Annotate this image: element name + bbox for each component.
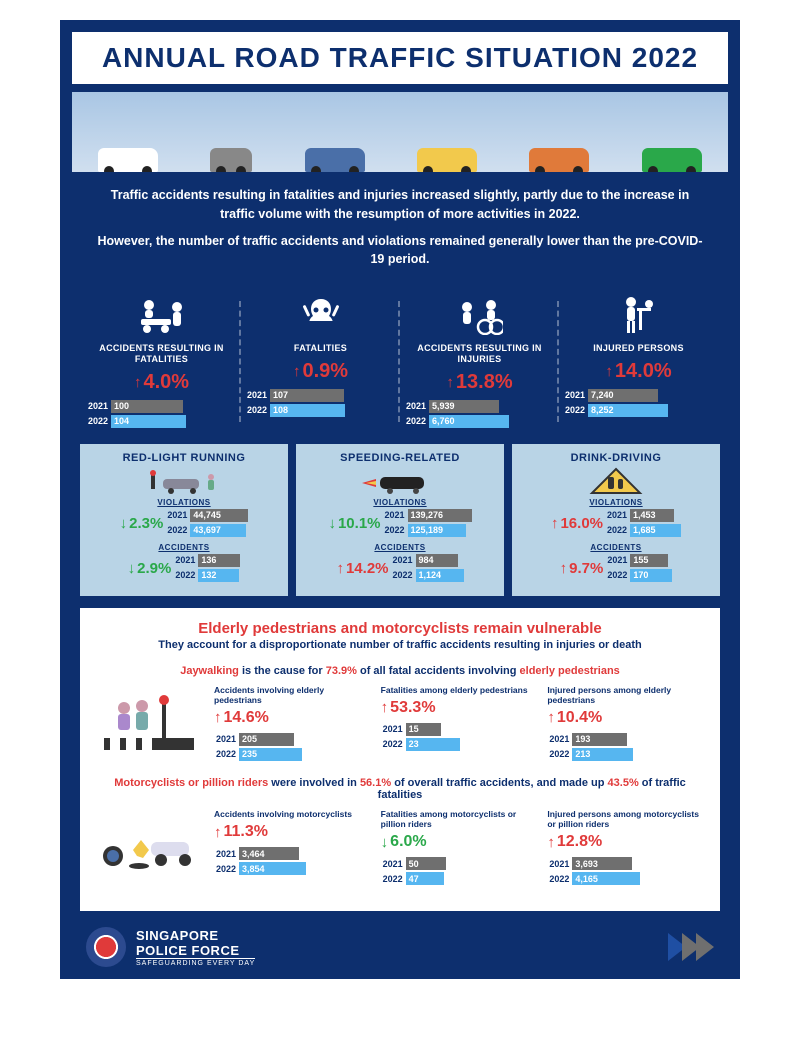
violation-icon [518, 468, 714, 496]
violation-stat: ↓10.1% 2021139,276 2022125,189 [302, 509, 498, 539]
page-title: ANNUAL ROAD TRAFFIC SITUATION 2022 [92, 42, 708, 74]
violation-stat: ↑16.0% 20211,453 20221,685 [518, 509, 714, 539]
elderly-row: Accidents involving elderly pedestrians … [94, 685, 706, 763]
moto-lead: Motorcyclists or pillion riders were inv… [94, 777, 706, 801]
ws-stat-pct: ↓6.0% [381, 833, 540, 851]
violation-stat: ↓2.3% 202144,745 202243,697 [86, 509, 282, 539]
ws-stat: Injured persons among motorcyclists or p… [547, 809, 706, 887]
title-bar: ANNUAL ROAD TRAFFIC SITUATION 2022 [72, 32, 728, 84]
violation-box: RED-LIGHT RUNNING VIOLATIONS ↓2.3% 20214… [80, 444, 288, 596]
intro-p2: However, the number of traffic accidents… [92, 232, 708, 270]
motorcycle-crash-icon [94, 809, 204, 879]
page: ANNUAL ROAD TRAFFIC SITUATION 2022 Traff… [0, 0, 800, 1009]
violations-label: VIOLATIONS [86, 498, 282, 507]
ws-stat-label: Accidents involving motorcyclists [214, 809, 373, 819]
stat-label: INJURED PERSONS [563, 343, 714, 354]
banner-illustration [72, 92, 728, 172]
stat-pct: ↑0.9% [245, 360, 396, 383]
ws-stat: Fatalities among motorcyclists or pillio… [381, 809, 540, 887]
ws-stat-pct: ↑12.8% [547, 833, 706, 851]
stat-icon [404, 293, 555, 337]
vulnerable-section: Elderly pedestrians and motorcyclists re… [80, 608, 720, 912]
car-icon [305, 148, 365, 172]
elderly-stats: Accidents involving elderly pedestrians … [214, 685, 706, 763]
elderly-lead: Jaywalking is the cause for 73.9% of all… [94, 665, 706, 677]
stat-label: FATALITIES [245, 343, 396, 354]
top-stats-row: ACCIDENTS RESULTING IN FATALITIES ↑4.0% … [72, 287, 728, 444]
accidents-label: ACCIDENTS [86, 543, 282, 552]
intro-p1: Traffic accidents resulting in fatalitie… [92, 186, 708, 224]
elderly-pedestrian-icon [94, 685, 204, 755]
ws-stat-pct: ↑14.6% [214, 709, 373, 727]
stat-icon [86, 293, 237, 337]
accident-stat: ↑9.7% 2021155 2022170 [518, 554, 714, 584]
vulnerable-sub: They account for a disproportionate numb… [94, 639, 706, 651]
police-car-icon [98, 148, 158, 172]
spf-crest-icon [86, 927, 126, 967]
motorcycle-icon [210, 148, 252, 172]
violations-row: RED-LIGHT RUNNING VIOLATIONS ↓2.3% 20214… [72, 444, 728, 608]
stat-label: ACCIDENTS RESULTING IN FATALITIES [86, 343, 237, 365]
ws-stat-label: Accidents involving elderly pedestrians [214, 685, 373, 705]
violations-label: VIOLATIONS [302, 498, 498, 507]
stat-pct: ↑4.0% [86, 371, 237, 394]
infographic: ANNUAL ROAD TRAFFIC SITUATION 2022 Traff… [60, 20, 740, 979]
violation-icon [86, 468, 282, 496]
chevron-icon [672, 933, 714, 961]
car-icon [529, 148, 589, 172]
violations-label: VIOLATIONS [518, 498, 714, 507]
ws-stat-pct: ↑11.3% [214, 823, 373, 841]
vulnerable-title: Elderly pedestrians and motorcyclists re… [94, 620, 706, 637]
ws-stat-pct: ↑53.3% [381, 699, 540, 717]
car-icon [642, 148, 702, 172]
car-icon [417, 148, 477, 172]
ws-stat: Fatalities among elderly pedestrians ↑53… [381, 685, 540, 763]
ws-stat-label: Injured persons among elderly pedestrian… [547, 685, 706, 705]
ws-stat-label: Fatalities among motorcyclists or pillio… [381, 809, 540, 829]
violation-box: DRINK-DRIVING VIOLATIONS ↑16.0% 20211,45… [512, 444, 720, 596]
footer-org: SINGAPORE POLICE FORCE SAFEGUARDING EVER… [136, 928, 255, 967]
top-stat: ACCIDENTS RESULTING IN INJURIES ↑13.8% 2… [400, 293, 559, 430]
violation-title: SPEEDING-RELATED [302, 452, 498, 464]
violation-title: DRINK-DRIVING [518, 452, 714, 464]
violation-icon [302, 468, 498, 496]
footer: SINGAPORE POLICE FORCE SAFEGUARDING EVER… [72, 921, 728, 967]
top-stat: INJURED PERSONS ↑14.0% 20217,240 20228,2… [559, 293, 718, 430]
stat-icon [245, 293, 396, 337]
ws-stat: Accidents involving motorcyclists ↑11.3%… [214, 809, 373, 887]
accident-stat: ↑14.2% 2021984 20221,124 [302, 554, 498, 584]
moto-stats: Accidents involving motorcyclists ↑11.3%… [214, 809, 706, 887]
violation-box: SPEEDING-RELATED VIOLATIONS ↓10.1% 20211… [296, 444, 504, 596]
top-stat: FATALITIES ↑0.9% 2021107 2022108 [241, 293, 400, 430]
top-stat: ACCIDENTS RESULTING IN FATALITIES ↑4.0% … [82, 293, 241, 430]
ws-stat: Accidents involving elderly pedestrians … [214, 685, 373, 763]
accidents-label: ACCIDENTS [518, 543, 714, 552]
accidents-label: ACCIDENTS [302, 543, 498, 552]
ws-stat: Injured persons among elderly pedestrian… [547, 685, 706, 763]
violation-title: RED-LIGHT RUNNING [86, 452, 282, 464]
stat-label: ACCIDENTS RESULTING IN INJURIES [404, 343, 555, 365]
intro-text: Traffic accidents resulting in fatalitie… [72, 172, 728, 287]
moto-row: Accidents involving motorcyclists ↑11.3%… [94, 809, 706, 887]
accident-stat: ↓2.9% 2021136 2022132 [86, 554, 282, 584]
stat-pct: ↑13.8% [404, 371, 555, 394]
ws-stat-label: Fatalities among elderly pedestrians [381, 685, 540, 695]
ws-stat-label: Injured persons among motorcyclists or p… [547, 809, 706, 829]
stat-pct: ↑14.0% [563, 360, 714, 383]
stat-icon [563, 293, 714, 337]
ws-stat-pct: ↑10.4% [547, 709, 706, 727]
